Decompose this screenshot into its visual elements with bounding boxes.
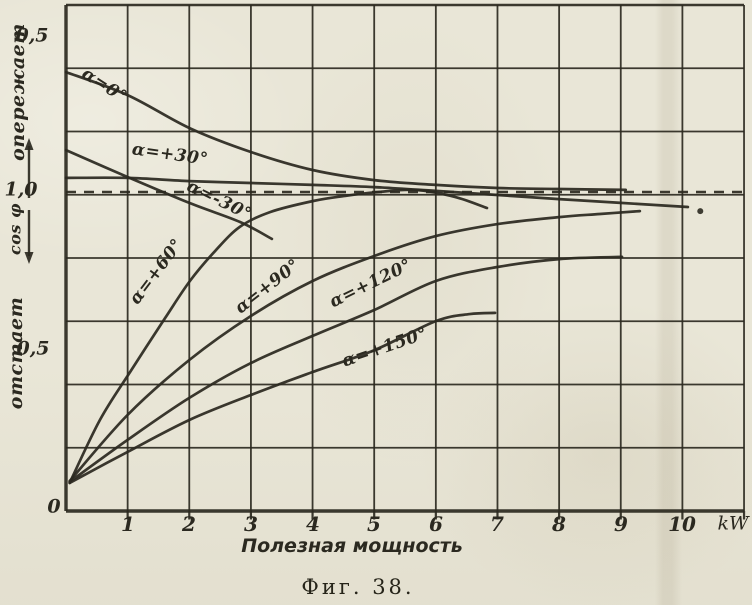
figure-caption: Фиг. 38. xyxy=(301,575,415,599)
curve-alpha-60 xyxy=(68,188,489,485)
curve-end-dot xyxy=(697,208,704,215)
y-tick-label: 0,5 xyxy=(16,337,50,360)
x-tick-label: 3 xyxy=(244,512,258,536)
x-tick-label: 6 xyxy=(429,512,443,536)
x-tick-label: 1 xyxy=(121,512,135,536)
curve-alpha-120 xyxy=(68,255,624,484)
x-axis-unit-label: kW xyxy=(717,512,749,535)
curve-alpha-150 xyxy=(68,311,497,485)
curve-alpha-90 xyxy=(68,209,642,483)
curve-alpha--30 xyxy=(64,148,274,241)
curve-alpha-30 xyxy=(64,176,690,209)
y-tick-label: 1,0 xyxy=(4,178,38,201)
x-axis-title: Полезная мощность xyxy=(241,535,463,557)
x-tick-label: 9 xyxy=(614,512,628,536)
x-tick-label: 7 xyxy=(490,512,504,536)
x-tick-label: 2 xyxy=(182,512,196,536)
leading-direction-arrow-icon-head xyxy=(24,138,34,150)
y-axis-quantity-label: cos φ xyxy=(5,203,25,255)
y-tick-label: 0,5 xyxy=(15,24,49,47)
x-tick-label: 4 xyxy=(306,512,320,536)
curve-alpha-0 xyxy=(64,70,628,192)
x-tick-label: 8 xyxy=(552,512,566,536)
y-tick-label: 0 xyxy=(47,495,61,518)
lagging-direction-arrow-icon-head xyxy=(24,252,34,264)
x-tick-label: 10 xyxy=(668,512,696,536)
x-tick-label: 5 xyxy=(367,512,381,536)
